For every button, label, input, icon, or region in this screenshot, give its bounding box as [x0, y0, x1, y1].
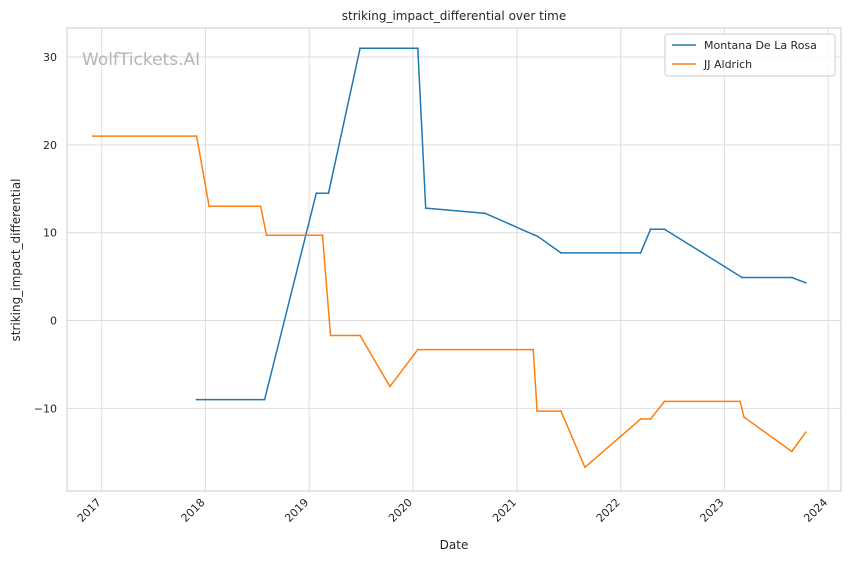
watermark: WolfTickets.AI — [82, 50, 200, 70]
data-point-jj-aldrich — [790, 450, 793, 453]
data-point-jj-aldrich — [359, 334, 361, 337]
data-point-jj-aldrich — [560, 410, 562, 412]
legend: Montana De La Rosa JJ Aldrich — [664, 33, 836, 77]
data-point-montana-de-la-rosa — [315, 192, 318, 195]
y-tick-label: 30 — [43, 51, 57, 64]
data-point-montana-de-la-rosa — [484, 212, 487, 215]
data-point-montana-de-la-rosa — [804, 281, 807, 284]
data-point-jj-aldrich — [329, 334, 332, 337]
data-point-jj-aldrich — [804, 431, 807, 434]
legend-label-montana-de-la-rosa: Montana De La Rosa — [704, 39, 817, 52]
y-tick-label: 20 — [43, 139, 57, 152]
grid — [67, 28, 841, 491]
data-point-jj-aldrich — [743, 416, 745, 419]
data-point-montana-de-la-rosa — [424, 207, 427, 210]
data-point-jj-aldrich — [663, 400, 666, 403]
data-point-montana-de-la-rosa — [532, 233, 535, 236]
data-point-montana-de-la-rosa — [741, 276, 743, 279]
chart-title: striking_impact_differential over time — [342, 9, 567, 23]
data-point-jj-aldrich — [208, 205, 211, 208]
data-point-jj-aldrich — [259, 205, 262, 208]
data-point-montana-de-la-rosa — [639, 252, 642, 254]
y-axis-label: striking_impact_differential — [9, 178, 23, 341]
data-point-jj-aldrich — [91, 135, 94, 137]
data-point-jj-aldrich — [536, 410, 539, 412]
data-point-montana-de-la-rosa — [790, 276, 793, 279]
data-point-jj-aldrich — [639, 418, 642, 420]
y-tick-label: 10 — [43, 227, 57, 240]
data-point-montana-de-la-rosa — [359, 47, 361, 50]
data-point-jj-aldrich — [739, 400, 741, 403]
series-layer — [91, 47, 807, 469]
data-point-montana-de-la-rosa — [263, 398, 266, 401]
data-point-montana-de-la-rosa — [536, 235, 539, 238]
legend-box — [664, 33, 836, 77]
data-point-jj-aldrich — [321, 234, 324, 237]
data-point-montana-de-la-rosa — [327, 192, 330, 195]
data-point-jj-aldrich — [389, 385, 391, 388]
data-point-montana-de-la-rosa — [649, 228, 652, 231]
legend-label-jj-aldrich: JJ Aldrich — [703, 58, 752, 71]
y-tick-label: −10 — [34, 402, 57, 415]
data-point-montana-de-la-rosa — [663, 228, 666, 231]
data-point-jj-aldrich — [649, 418, 652, 420]
data-point-jj-aldrich — [195, 135, 198, 137]
data-point-montana-de-la-rosa — [195, 398, 198, 401]
data-point-jj-aldrich — [416, 348, 419, 351]
plot-frame — [66, 27, 842, 492]
x-axis-label: Date — [440, 538, 469, 552]
data-point-montana-de-la-rosa — [560, 252, 562, 254]
data-point-montana-de-la-rosa — [416, 47, 419, 50]
data-point-jj-aldrich — [532, 348, 535, 351]
y-tick-label: 0 — [50, 315, 57, 328]
data-point-jj-aldrich — [583, 466, 586, 469]
y-tick-labels: −10 0 10 20 30 — [34, 51, 57, 415]
data-point-jj-aldrich — [265, 234, 268, 237]
